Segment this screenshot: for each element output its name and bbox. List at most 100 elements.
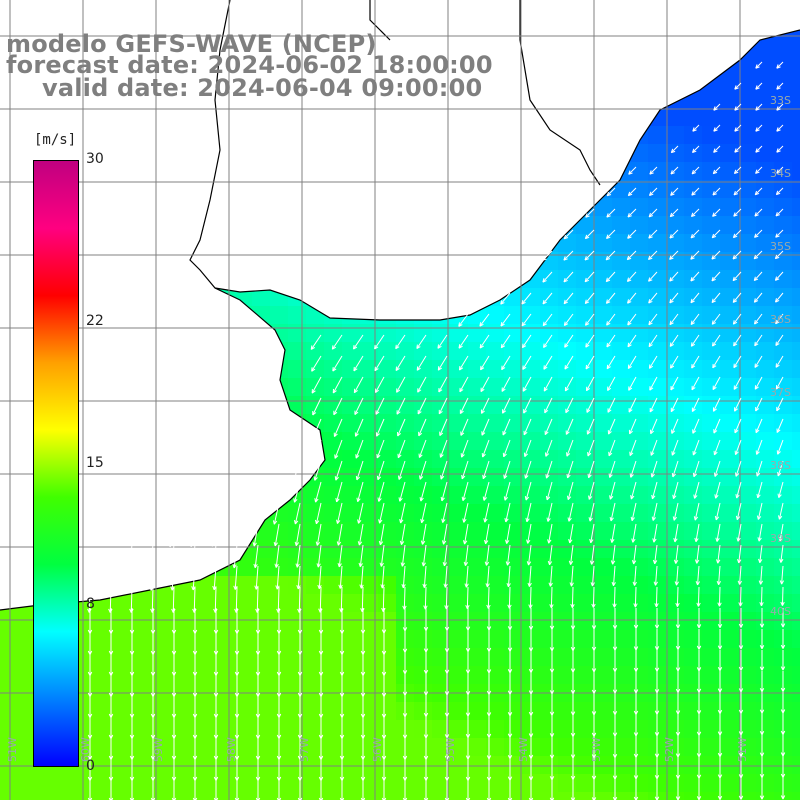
wind-cell [468,774,487,793]
wind-cell [738,774,757,793]
wind-cell [756,360,775,379]
wind-cell [720,630,739,649]
wind-cell [558,540,577,559]
wind-cell [558,630,577,649]
wind-arrow [735,502,742,521]
wind-cell [324,558,343,577]
wind-cell [288,378,307,397]
wind-cell [720,72,739,91]
wind-arrow [358,544,364,567]
wind-cell [774,468,793,487]
wind-arrow [652,544,658,565]
wind-cell [612,378,631,397]
wind-cell [702,432,721,451]
wind-cell [108,594,127,613]
wind-cell [756,144,775,163]
wind-cell [558,270,577,289]
wind-cell [738,558,757,577]
wind-cell [720,198,739,217]
wind-cell [252,738,271,757]
wind-arrow [753,250,763,260]
wind-cell [630,630,649,649]
wind-arrow [780,608,786,628]
wind-arrow [440,460,448,480]
wind-cell [702,126,721,145]
wind-cell [738,216,757,235]
wind-cell [144,594,163,613]
wind-cell [414,450,433,469]
wind-arrow [733,376,742,390]
wind-cell [666,540,685,559]
wind-cell [630,720,649,739]
wind-cell [270,522,289,541]
wind-cell [738,594,757,613]
wind-cell [558,666,577,685]
wind-cell [504,612,523,631]
wind-arrow [418,418,427,437]
wind-cell [342,666,361,685]
wind-cell [468,720,487,739]
wind-cell [612,198,631,217]
wind-cell [414,378,433,397]
wind-cell [0,720,19,739]
wind-cell [306,522,325,541]
wind-arrow [168,523,175,548]
wind-arrow [397,460,406,480]
wind-cell [684,396,703,415]
wind-cell [684,576,703,595]
wind-arrow [690,229,700,239]
wind-arrow [459,397,469,415]
wind-arrow [591,629,597,651]
wind-arrow [439,418,448,437]
wind-arrow [439,439,448,458]
wind-cell [540,432,559,451]
wind-cell [504,558,523,577]
wind-arrow [669,250,679,260]
wind-cell [666,648,685,667]
wind-cell [720,144,739,163]
wind-cell [558,432,577,451]
wind-arrow [310,334,322,350]
wind-arrow [312,418,322,438]
wind-cell [720,576,739,595]
wind-cell [252,288,271,307]
wind-arrow [501,355,511,371]
wind-cell [540,612,559,631]
wind-cell [720,720,739,739]
wind-cell [360,504,379,523]
wind-cell [576,216,595,235]
wind-cell [540,702,559,721]
wind-arrow [148,544,154,570]
wind-cell [720,702,739,721]
wind-cell [450,396,469,415]
wind-cell [126,630,145,649]
wind-cell [378,612,397,631]
wind-arrow [776,103,784,111]
wind-cell [792,486,800,505]
wind-cell [738,720,757,739]
wind-cell [306,396,325,415]
wind-cell [306,540,325,559]
wind-cell [702,738,721,757]
wind-cell [756,414,775,433]
wind-arrow [649,166,658,175]
wind-cell [684,486,703,505]
wind-cell [360,378,379,397]
wind-cell [18,720,37,739]
wind-arrow [690,313,700,325]
wind-arrow [543,334,553,348]
wind-cell [360,342,379,361]
wind-cell [792,558,800,577]
wind-cell [648,288,667,307]
wind-cell [342,756,361,775]
wind-cell [774,270,793,289]
wind-arrow [753,292,763,303]
wind-cell [486,612,505,631]
wind-cell [720,540,739,559]
wind-arrow [438,376,448,393]
wind-arrow [463,544,469,566]
wind-cell [540,324,559,343]
wind-arrow [521,313,532,327]
wind-cell [216,756,235,775]
wind-arrow [612,629,618,651]
